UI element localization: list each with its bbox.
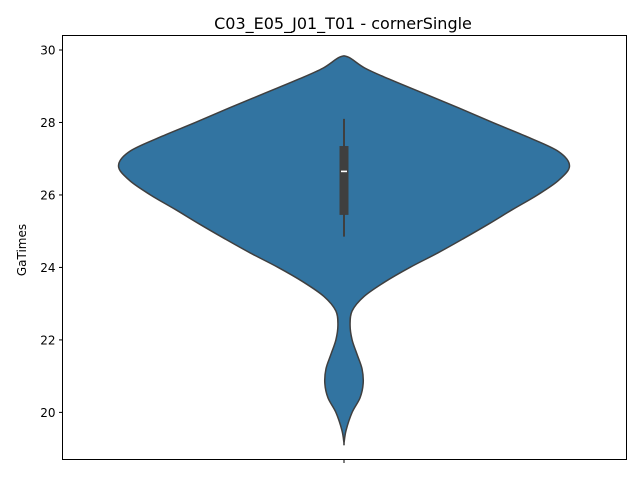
violin-body bbox=[117, 55, 571, 446]
y-tick-label: 28 bbox=[40, 116, 55, 130]
box-plot bbox=[339, 118, 349, 237]
interquartile-box bbox=[339, 146, 349, 215]
y-tick-label: 26 bbox=[40, 188, 55, 202]
plot-frame bbox=[62, 35, 627, 460]
y-tick-label: 20 bbox=[40, 406, 55, 420]
chart-title: C03_E05_J01_T01 - cornerSingle bbox=[214, 14, 472, 34]
y-axis-ticks: 20 22 24 26 28 30 bbox=[40, 43, 63, 420]
y-axis-label: GaTimes bbox=[15, 224, 29, 276]
violin-group bbox=[117, 55, 571, 446]
y-tick-label: 22 bbox=[40, 333, 55, 347]
y-tick-label: 24 bbox=[40, 261, 55, 275]
y-tick-label: 30 bbox=[40, 43, 55, 57]
